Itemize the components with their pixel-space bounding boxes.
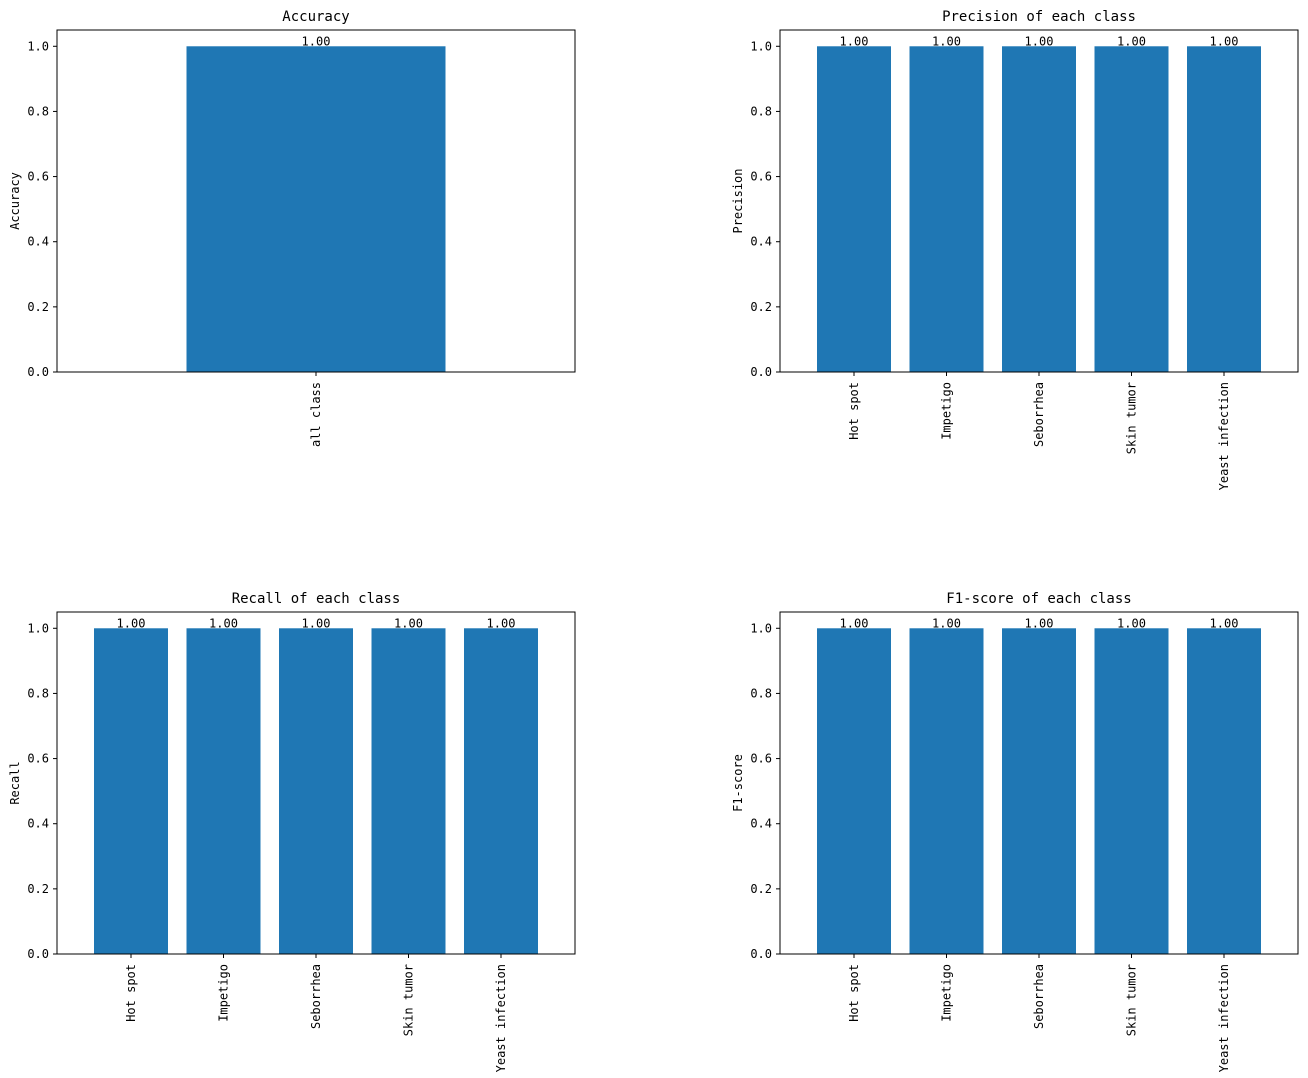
x-tick-label: Seborrhea — [309, 964, 323, 1029]
bar — [1002, 46, 1076, 373]
bar — [1094, 628, 1169, 954]
bar — [817, 46, 891, 373]
y-tick-label: 0.2 — [750, 300, 772, 314]
bar — [94, 628, 168, 954]
y-tick-label: 0.6 — [27, 752, 49, 766]
y-axis-label: Recall — [8, 761, 22, 804]
bar — [1187, 46, 1261, 373]
bar — [1002, 628, 1076, 954]
bar-value-label: 1.00 — [117, 616, 146, 630]
bar — [464, 628, 538, 954]
x-tick-label: Impetigo — [940, 382, 954, 440]
x-tick-label: Yeast infection — [494, 964, 508, 1072]
y-axis-label: Precision — [731, 168, 745, 233]
bar — [909, 46, 984, 373]
y-tick-label: 0.2 — [750, 882, 772, 896]
bar-value-label: 1.00 — [1117, 34, 1146, 48]
y-tick-label: 0.2 — [27, 882, 49, 896]
bar-value-label: 1.00 — [302, 616, 331, 630]
bar-value-label: 1.00 — [394, 616, 423, 630]
x-tick-label: Skin tumor — [402, 964, 416, 1036]
y-tick-label: 1.0 — [27, 39, 49, 53]
chart-title: F1-score of each class — [946, 591, 1131, 607]
bar-value-label: 1.00 — [1210, 616, 1239, 630]
y-axis-label: Accuracy — [8, 172, 22, 230]
y-tick-label: 1.0 — [750, 621, 772, 635]
x-tick-label: Yeast infection — [1217, 382, 1231, 490]
bar-value-label: 1.00 — [1117, 616, 1146, 630]
y-tick-label: 0.0 — [750, 947, 772, 961]
y-tick-label: 0.4 — [27, 817, 49, 831]
bar-value-label: 1.00 — [1210, 34, 1239, 48]
bar — [817, 628, 891, 954]
bar-value-label: 1.00 — [302, 34, 331, 48]
bar-value-label: 1.00 — [1025, 616, 1054, 630]
x-tick-label: Hot spot — [847, 382, 861, 440]
axes-frame — [56, 611, 576, 955]
subplot-1: 1.00 all class 0.0 0.2 0.4 0.6 0.8 1.0 Accuracy A… — [8, 9, 576, 447]
bar — [1094, 46, 1169, 373]
x-tick-label: Seborrhea — [1032, 382, 1046, 447]
x-tick-label: all class — [309, 382, 323, 447]
y-tick-label: 0.4 — [750, 235, 772, 249]
x-tick-label: Impetigo — [940, 964, 954, 1022]
chart-title: Accuracy — [282, 9, 349, 25]
bar-value-label: 1.00 — [840, 616, 869, 630]
x-tick-label: Skin tumor — [1125, 964, 1139, 1036]
y-tick-label: 0.4 — [750, 817, 772, 831]
bar-value-label: 1.00 — [1025, 34, 1054, 48]
axes-frame — [779, 611, 1299, 955]
bar-value-label: 1.00 — [840, 34, 869, 48]
y-tick-label: 0.6 — [750, 752, 772, 766]
bar — [371, 628, 446, 954]
x-tick-label: Skin tumor — [1125, 382, 1139, 454]
y-tick-label: 0.8 — [750, 686, 772, 700]
bar — [1187, 628, 1261, 954]
subplot-3: 1.00 Hot spot 1.00 Impetigo 1.00 Seborrhea 1.0… — [8, 591, 576, 1072]
bar — [186, 46, 446, 373]
x-tick-label: Yeast infection — [1217, 964, 1231, 1072]
chart-title: Precision of each class — [942, 9, 1136, 25]
x-tick-label: Seborrhea — [1032, 964, 1046, 1029]
subplot-2: 1.00 Hot spot 1.00 Impetigo 1.00 Seborrhea 1.0… — [731, 9, 1299, 490]
bar-value-label: 1.00 — [487, 616, 516, 630]
bar — [279, 628, 353, 954]
x-tick-label: Hot spot — [124, 964, 138, 1022]
subplot-4: 1.00 Hot spot 1.00 Impetigo 1.00 Seborrhea 1.0… — [731, 591, 1299, 1072]
y-tick-label: 0.0 — [27, 365, 49, 379]
axes-frame — [56, 29, 576, 373]
x-tick-label: Impetigo — [217, 964, 231, 1022]
y-tick-label: 0.0 — [27, 947, 49, 961]
bar-value-label: 1.00 — [209, 616, 238, 630]
y-tick-label: 1.0 — [27, 621, 49, 635]
bar-value-label: 1.00 — [932, 616, 961, 630]
y-axis-label: F1-score — [731, 754, 745, 812]
y-tick-label: 0.6 — [750, 170, 772, 184]
y-tick-label: 0.2 — [27, 300, 49, 314]
y-tick-label: 1.0 — [750, 39, 772, 53]
y-tick-label: 0.0 — [750, 365, 772, 379]
y-tick-label: 0.8 — [27, 686, 49, 700]
bar — [909, 628, 984, 954]
y-tick-label: 0.8 — [27, 104, 49, 118]
y-tick-label: 0.4 — [27, 235, 49, 249]
chart-title: Recall of each class — [232, 591, 401, 607]
bar — [186, 628, 261, 954]
y-tick-label: 0.6 — [27, 170, 49, 184]
bar-value-label: 1.00 — [932, 34, 961, 48]
x-tick-label: Hot spot — [847, 964, 861, 1022]
axes-frame — [779, 29, 1299, 373]
y-tick-label: 0.8 — [750, 104, 772, 118]
